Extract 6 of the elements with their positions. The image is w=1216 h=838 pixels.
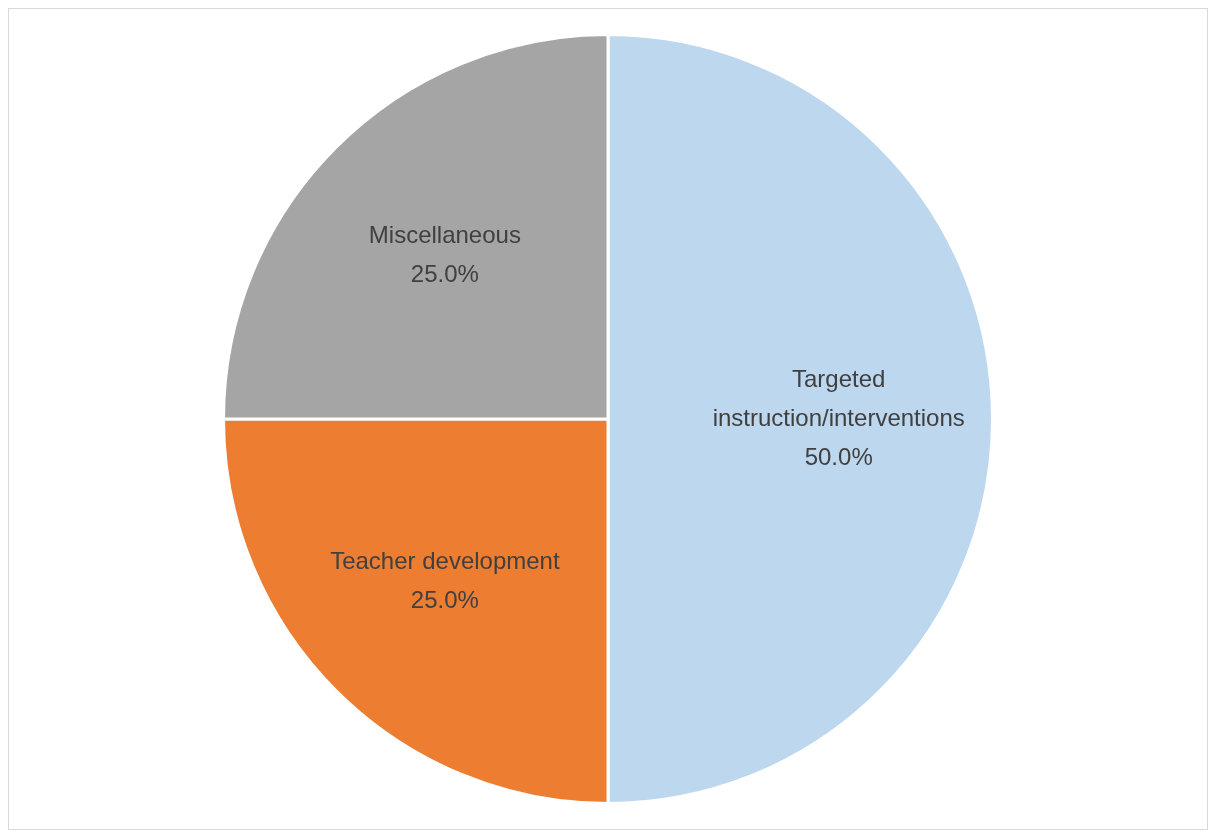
data-label: 25.0% xyxy=(410,260,479,287)
data-label: 50.0% xyxy=(804,442,873,470)
slice-label: Teacher development xyxy=(330,547,560,575)
data-label: 25.0% xyxy=(410,586,479,614)
slice-label: Targeted instruction/interventions xyxy=(712,364,965,431)
slice-label: Miscellaneous xyxy=(368,221,521,248)
